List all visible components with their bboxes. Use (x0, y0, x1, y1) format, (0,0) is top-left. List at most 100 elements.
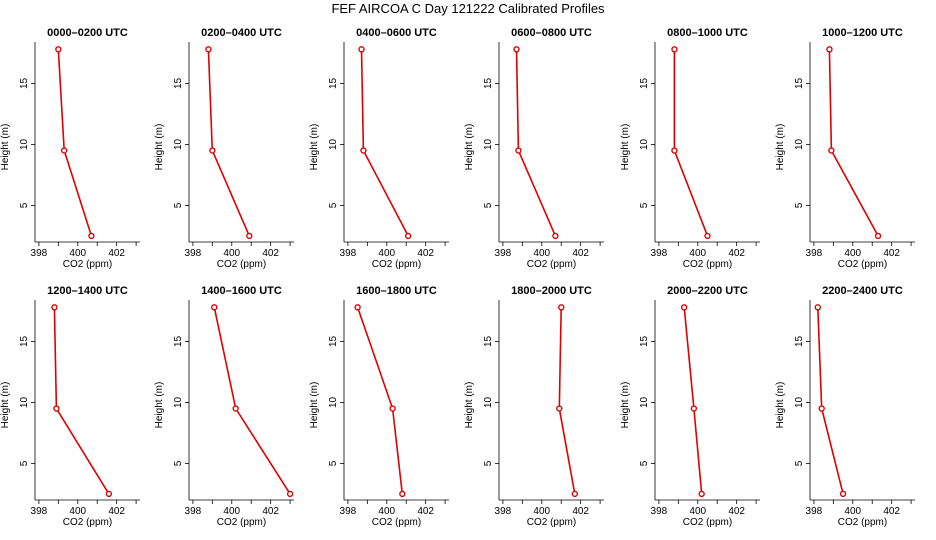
data-point (690, 405, 698, 412)
profile-line (57, 49, 93, 237)
profile-line (817, 307, 844, 495)
x-tick-label: 400 (533, 506, 550, 517)
x-axis-label: CO2 (ppm) (683, 517, 732, 528)
y-tick-label: 5 (328, 460, 339, 466)
data-point (814, 304, 821, 311)
y-tick-label: 5 (19, 202, 30, 208)
y-tick-label: 15 (328, 335, 339, 347)
x-tick-label: 400 (223, 506, 240, 517)
x-axis-label: CO2 (ppm) (838, 517, 887, 528)
profile-line (213, 307, 291, 495)
data-point (55, 46, 62, 53)
x-tick-label: 402 (262, 506, 279, 517)
x-tick-label: 402 (417, 506, 434, 517)
data-point (818, 405, 825, 412)
x-tick-label: 402 (883, 248, 900, 259)
data-point (704, 232, 711, 240)
data-point (513, 46, 520, 53)
x-tick-label: 398 (185, 506, 202, 517)
x-tick-label: 400 (69, 248, 86, 259)
data-point (60, 147, 68, 154)
data-point (680, 304, 688, 311)
y-tick-label: 5 (483, 460, 494, 466)
x-axis-label: CO2 (ppm) (372, 517, 421, 528)
x-tick-label: 398 (651, 506, 668, 517)
data-point (209, 147, 216, 154)
y-axis-label: Height (m) (309, 382, 320, 429)
x-tick-label: 400 (689, 248, 706, 259)
x-axis-label: CO2 (ppm) (217, 517, 266, 528)
profile-line (558, 307, 576, 495)
data-point (698, 490, 705, 498)
y-tick-label: 5 (639, 460, 650, 466)
data-point (358, 46, 365, 53)
y-tick-label: 15 (483, 335, 494, 347)
x-axis-label: CO2 (ppm) (683, 259, 732, 270)
data-point (515, 147, 522, 154)
data-point (389, 405, 396, 412)
y-tick-label: 15 (173, 335, 184, 347)
x-tick-label: 398 (495, 506, 512, 517)
y-axis-label: Height (m) (154, 124, 165, 171)
y-axis-label: Height (m) (154, 382, 165, 429)
x-tick-label: 400 (844, 506, 861, 517)
y-tick-label: 10 (483, 138, 494, 150)
y-tick-label: 10 (639, 138, 650, 150)
data-point (671, 147, 678, 154)
profile-line (673, 49, 709, 237)
panel-title: 1400–1600 UTC (201, 285, 282, 297)
y-tick-label: 10 (794, 138, 805, 150)
y-tick-label: 10 (639, 396, 650, 408)
data-point (404, 232, 412, 240)
y-axis-label: Height (m) (620, 124, 631, 171)
data-point (211, 304, 218, 311)
y-tick-label: 15 (173, 77, 184, 89)
profile-line (360, 49, 409, 237)
y-tick-label: 15 (639, 335, 650, 347)
x-axis-label: CO2 (ppm) (838, 259, 887, 270)
data-point (105, 490, 113, 498)
x-tick-label: 402 (728, 506, 745, 517)
x-tick-label: 398 (806, 506, 823, 517)
y-tick-label: 15 (794, 77, 805, 89)
data-point (246, 232, 253, 240)
panel-title: 1800–2000 UTC (511, 285, 592, 297)
x-tick-label: 400 (223, 248, 240, 259)
panel-title: 0800–1000 UTC (667, 27, 748, 39)
profile-line (828, 49, 879, 237)
y-tick-label: 5 (328, 202, 339, 208)
data-point (874, 232, 882, 240)
x-tick-label: 398 (651, 248, 668, 259)
y-axis-label: Height (m) (309, 124, 320, 171)
x-tick-label: 398 (185, 248, 202, 259)
x-axis-label: CO2 (ppm) (63, 259, 112, 270)
x-axis-label: CO2 (ppm) (527, 517, 576, 528)
y-axis-label: Height (m) (775, 124, 786, 171)
x-tick-label: 398 (340, 506, 357, 517)
data-point (556, 405, 563, 412)
panel-title: 0600–0800 UTC (511, 27, 592, 39)
x-tick-label: 402 (262, 248, 279, 259)
x-tick-label: 398 (340, 248, 357, 259)
profile-line (53, 307, 110, 495)
x-axis-label: CO2 (ppm) (63, 517, 112, 528)
x-tick-label: 402 (572, 248, 589, 259)
y-tick-label: 10 (19, 138, 30, 150)
panel-title: 1000–1200 UTC (822, 27, 903, 39)
y-tick-label: 5 (794, 202, 805, 208)
panel-title: 1200–1400 UTC (47, 285, 128, 297)
x-axis-label: CO2 (ppm) (527, 259, 576, 270)
x-axis-label: CO2 (ppm) (217, 259, 266, 270)
data-point (558, 304, 565, 311)
y-tick-label: 10 (328, 396, 339, 408)
y-axis-label: Height (m) (464, 382, 475, 429)
y-tick-label: 15 (19, 77, 30, 89)
x-tick-label: 400 (69, 506, 86, 517)
x-tick-label: 402 (417, 248, 434, 259)
x-tick-label: 398 (806, 248, 823, 259)
